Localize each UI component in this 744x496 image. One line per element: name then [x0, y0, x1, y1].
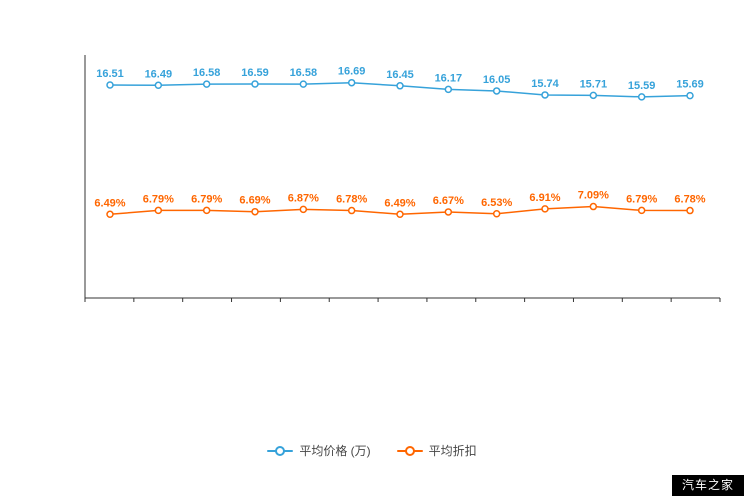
svg-text:7.09%: 7.09% [578, 190, 609, 202]
svg-text:6.49%: 6.49% [94, 197, 125, 209]
svg-text:16.58: 16.58 [193, 67, 221, 79]
svg-text:15.74: 15.74 [531, 78, 559, 90]
svg-text:6.69%: 6.69% [239, 195, 270, 207]
svg-text:6.78%: 6.78% [674, 194, 705, 206]
svg-text:16.51: 16.51 [96, 68, 124, 80]
line-series-marker-icon [267, 445, 294, 456]
svg-text:6.87%: 6.87% [288, 192, 319, 204]
svg-text:6.79%: 6.79% [626, 193, 657, 205]
svg-text:16.17: 16.17 [435, 72, 463, 84]
line-chart: 16.51 16.49 16.58 16.59 16.58 16.69 16.45 16.17… [84, 55, 721, 302]
svg-text:16.58: 16.58 [290, 67, 318, 79]
watermark-autohome: 汽车之家 [671, 475, 744, 496]
svg-text:16.45: 16.45 [386, 69, 414, 81]
legend-label-average-price: 平均价格 (万) [299, 444, 371, 458]
svg-text:15.69: 15.69 [676, 79, 704, 91]
svg-text:6.79%: 6.79% [143, 193, 174, 205]
svg-text:6.78%: 6.78% [336, 194, 367, 206]
legend-item-average-price[interactable]: 平均价格 (万) [267, 442, 371, 459]
legend-label-average-discount: 平均折扣 [428, 444, 477, 458]
svg-text:16.49: 16.49 [145, 68, 173, 80]
svg-text:6.91%: 6.91% [529, 192, 560, 204]
svg-text:16.59: 16.59 [241, 67, 269, 79]
svg-text:6.67%: 6.67% [433, 195, 464, 207]
svg-text:6.53%: 6.53% [481, 197, 512, 209]
chart-legend: 平均价格 (万) 平均折扣 [0, 442, 744, 459]
svg-text:16.69: 16.69 [338, 66, 366, 78]
svg-text:15.71: 15.71 [580, 78, 608, 90]
line-series-marker-icon [396, 445, 423, 456]
legend-item-average-discount[interactable]: 平均折扣 [396, 442, 477, 459]
svg-text:6.49%: 6.49% [384, 197, 415, 209]
svg-text:15.59: 15.59 [628, 80, 656, 92]
svg-text:16.05: 16.05 [483, 74, 511, 86]
svg-text:6.79%: 6.79% [191, 193, 222, 205]
